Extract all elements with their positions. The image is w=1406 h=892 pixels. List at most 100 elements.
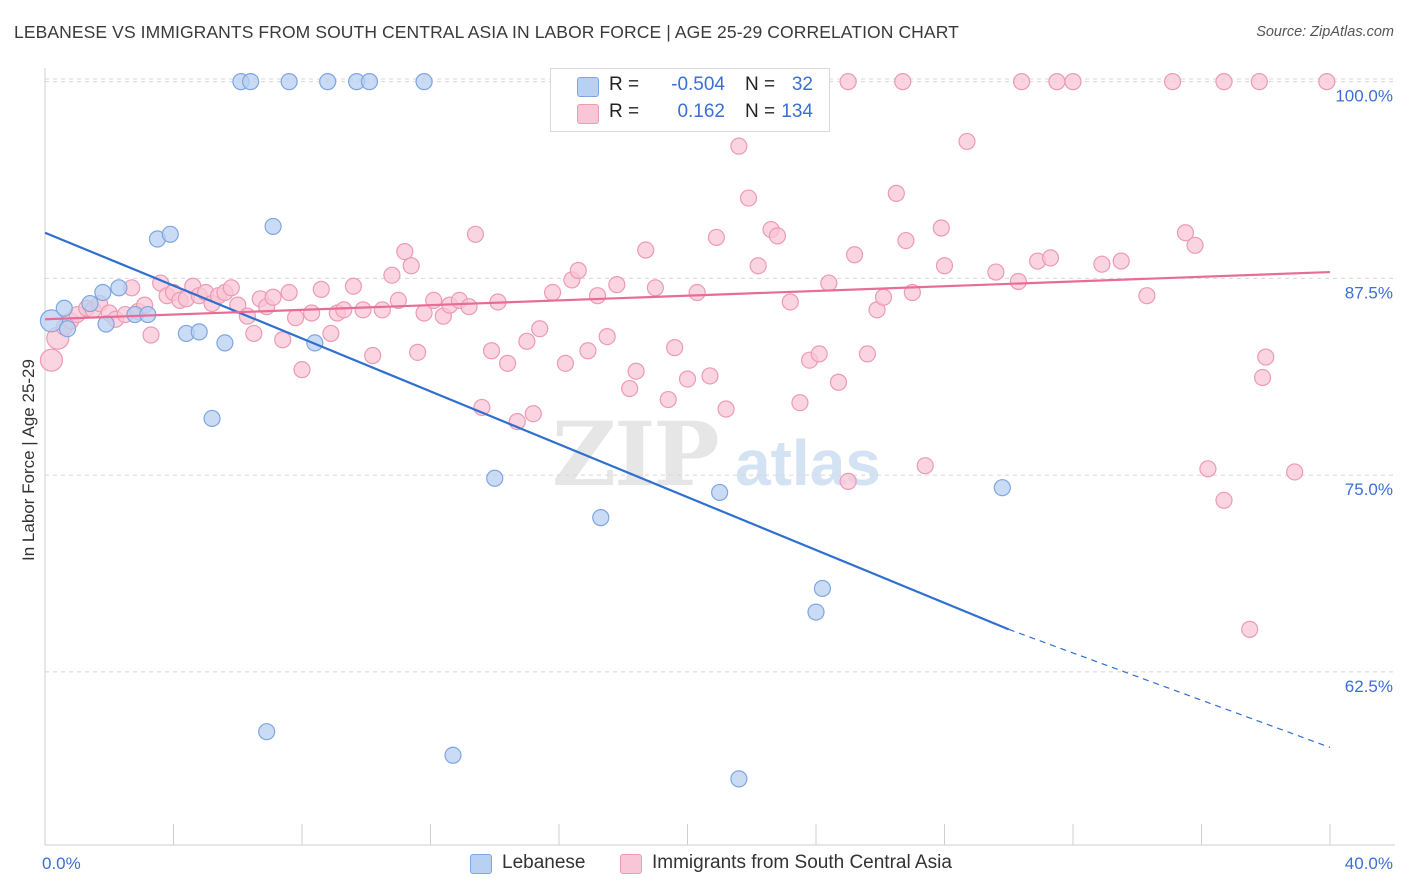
immigrants-point — [569, 261, 587, 280]
immigrants-point — [820, 274, 838, 292]
x-tick-label: 0.0% — [42, 854, 81, 873]
immigrants-point — [1163, 73, 1182, 91]
immigrants-point — [322, 324, 340, 343]
immigrants-point — [932, 219, 950, 237]
legend-n-value: 32 — [791, 74, 813, 95]
lebanese-point — [415, 73, 433, 91]
immigrants-point — [1064, 73, 1082, 91]
immigrants-point — [1215, 491, 1233, 509]
label-layer: 62.5% 75.0% 87.5% 100.0% 0.0% 40.0% In Labor F… — [19, 87, 1393, 873]
lebanese-point — [55, 299, 73, 317]
legend-r-value: 0.162 — [677, 101, 725, 122]
immigrants-point — [1112, 252, 1130, 270]
immigrants-point — [1215, 73, 1233, 91]
lebanese-point — [161, 225, 179, 243]
immigrants-point — [739, 189, 758, 207]
immigrants-point — [460, 298, 478, 316]
immigrants-point — [1138, 287, 1156, 305]
immigrants-point — [335, 301, 353, 319]
points-layer — [39, 73, 1336, 788]
immigrants-point — [958, 132, 976, 151]
immigrants-point — [543, 283, 562, 302]
immigrants-point — [717, 400, 735, 418]
immigrants-point — [312, 280, 330, 298]
immigrants-point — [1253, 368, 1272, 387]
lebanese-point — [592, 509, 610, 527]
lebanese-point — [258, 723, 276, 741]
bottom-legend-swatch-immigrants — [620, 854, 642, 874]
immigrants-point — [245, 324, 263, 343]
immigrants-point — [1199, 460, 1217, 478]
lebanese-point — [813, 579, 832, 598]
immigrants-point — [409, 343, 427, 361]
immigrants-point — [1009, 272, 1027, 291]
lebanese-point — [203, 409, 221, 428]
axis-layer — [44, 68, 1395, 846]
immigrants-point — [280, 283, 298, 302]
immigrants-point — [1048, 73, 1066, 91]
chart-title: LEBANESE VS IMMIGRANTS FROM SOUTH CENTRA… — [14, 22, 959, 42]
y-tick-label: 62.5% — [1345, 677, 1393, 696]
immigrants-point — [1257, 348, 1275, 366]
immigrants-point — [839, 73, 857, 91]
immigrants-point — [1012, 73, 1031, 91]
immigrants-point — [1250, 73, 1268, 91]
immigrants-point — [274, 331, 292, 349]
watermark-atlas: atlas — [735, 427, 881, 499]
immigrants-point — [499, 354, 517, 372]
immigrants-point — [749, 257, 767, 275]
immigrants-point — [916, 457, 934, 475]
legend-r-label: R = — [609, 101, 640, 122]
bottom-legend-label-immigrants: Immigrants from South Central Asia — [652, 852, 952, 873]
legend-r-label: R = — [609, 74, 640, 95]
immigrants-point — [659, 390, 677, 409]
immigrants-point — [222, 279, 240, 297]
lebanese-point — [319, 73, 337, 91]
lebanese-point — [190, 323, 208, 341]
lebanese-point — [486, 469, 504, 487]
immigrants-point — [556, 354, 575, 372]
correlation-legend: R = -0.504 N = 32 R = 0.162 N = 134 — [550, 68, 830, 132]
immigrants-point — [1186, 236, 1204, 254]
immigrants-point — [666, 339, 684, 357]
immigrants-point — [707, 228, 726, 247]
legend-n-value: 134 — [781, 101, 813, 122]
immigrants-point — [688, 283, 706, 302]
lebanese-point — [444, 746, 462, 764]
legend-n-label: N = — [745, 74, 776, 95]
lebanese-point — [97, 315, 115, 333]
immigrants-point — [1041, 249, 1060, 267]
lebanese-point — [264, 217, 282, 236]
immigrants-point — [364, 346, 382, 365]
legend-swatch-lebanese — [577, 77, 599, 97]
immigrants-trend-line — [44, 270, 1331, 321]
lebanese-point — [58, 320, 77, 338]
immigrants-point — [608, 276, 626, 294]
immigrants-point — [637, 241, 655, 259]
lebanese-point — [110, 279, 128, 297]
immigrants-point — [482, 342, 501, 360]
immigrants-point — [588, 287, 607, 305]
lebanese-trend-line — [44, 231, 1010, 631]
immigrants-point — [1093, 255, 1111, 273]
immigrants-point — [402, 257, 420, 275]
immigrants-point — [598, 327, 616, 346]
trend-layer — [44, 231, 1331, 748]
immigrants-point — [810, 345, 828, 363]
immigrants-point — [887, 184, 905, 202]
immigrants-point — [303, 304, 321, 322]
immigrants-point — [1286, 463, 1304, 481]
immigrants-point — [621, 379, 639, 398]
bottom-legend-label-lebanese: Lebanese — [502, 852, 586, 873]
immigrants-point — [396, 243, 414, 261]
lebanese-point — [94, 283, 112, 302]
immigrants-point — [39, 348, 64, 372]
y-tick-label: 87.5% — [1345, 283, 1393, 302]
bottom-legend-swatch-lebanese — [470, 854, 492, 874]
immigrants-point — [1241, 620, 1259, 638]
immigrants-point — [701, 367, 719, 385]
y-axis-label: In Labor Force | Age 25-29 — [19, 359, 38, 561]
immigrants-point — [344, 277, 362, 295]
immigrants-point — [531, 320, 549, 338]
immigrants-point — [874, 288, 893, 306]
